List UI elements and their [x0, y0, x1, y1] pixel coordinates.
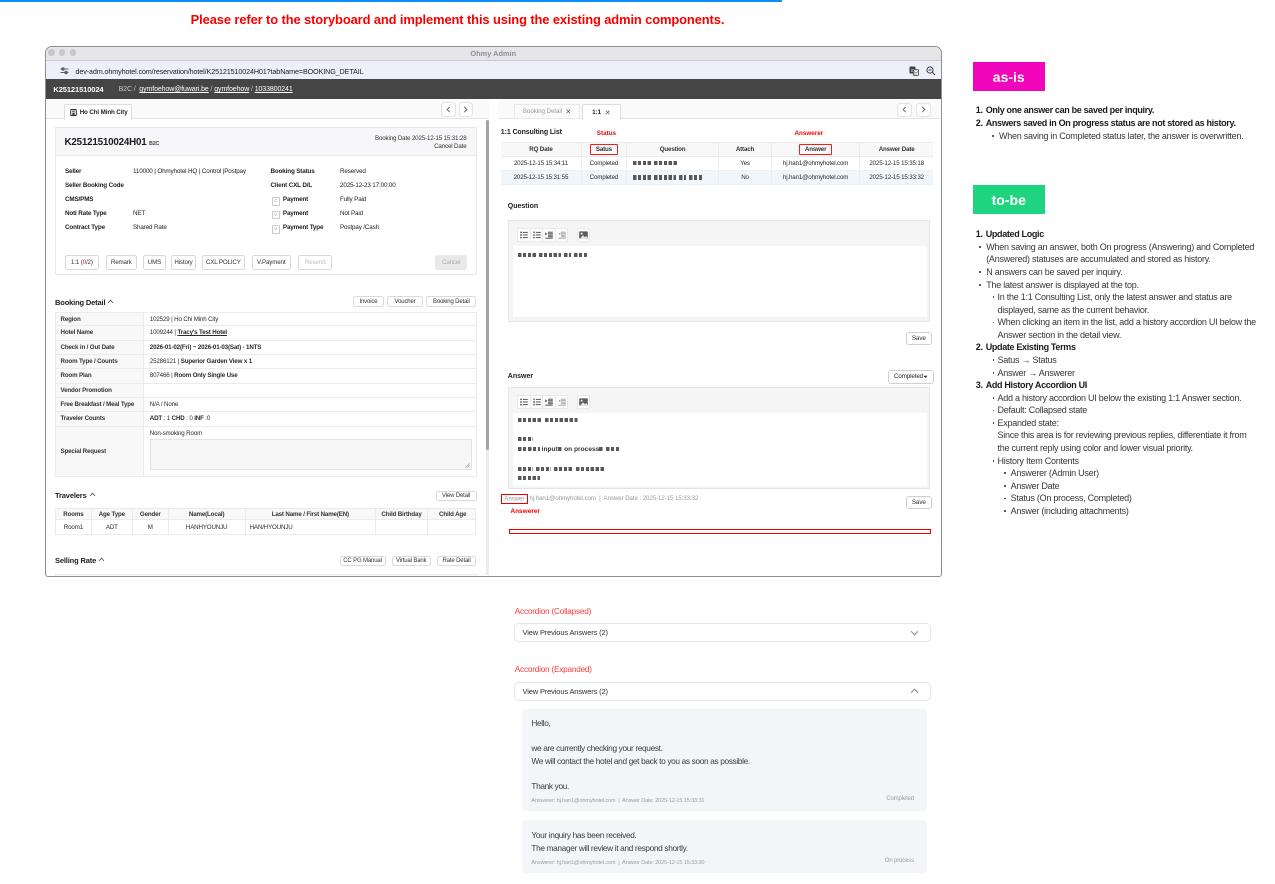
svg-text:문: 문 — [913, 70, 917, 75]
svg-text:a: a — [910, 67, 914, 73]
